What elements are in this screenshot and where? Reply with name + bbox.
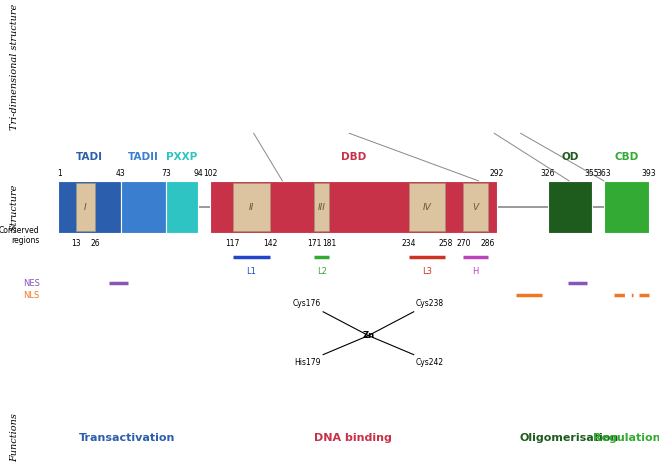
Text: 393: 393 xyxy=(642,169,656,178)
Text: 13: 13 xyxy=(71,239,80,248)
Bar xyxy=(57,181,121,233)
Text: OD: OD xyxy=(561,152,579,162)
Text: TADI: TADI xyxy=(76,152,103,162)
Text: Regulation: Regulation xyxy=(592,433,659,443)
Text: Cys238: Cys238 xyxy=(416,299,444,308)
Text: 258: 258 xyxy=(438,239,453,248)
Text: 1: 1 xyxy=(57,169,62,178)
Bar xyxy=(121,181,166,233)
Bar xyxy=(76,183,96,231)
Text: L3: L3 xyxy=(422,267,432,276)
Text: DBD: DBD xyxy=(341,152,366,162)
Text: L1: L1 xyxy=(246,267,256,276)
Text: IV: IV xyxy=(423,203,432,211)
Text: DNA binding: DNA binding xyxy=(314,433,392,443)
Bar xyxy=(166,181,198,233)
Text: 270: 270 xyxy=(456,239,471,248)
Text: TADII: TADII xyxy=(128,152,159,162)
Text: 26: 26 xyxy=(90,239,100,248)
Text: Cys242: Cys242 xyxy=(416,358,444,367)
Text: His179: His179 xyxy=(295,358,321,367)
Bar xyxy=(210,181,497,233)
Text: Tri-dimensional structure: Tri-dimensional structure xyxy=(10,3,19,130)
Text: 355: 355 xyxy=(585,169,599,178)
Text: Structure: Structure xyxy=(10,183,19,231)
Text: II: II xyxy=(249,203,254,211)
Text: V: V xyxy=(473,203,478,211)
Text: Transactivation: Transactivation xyxy=(79,433,175,443)
Bar xyxy=(314,183,330,231)
Text: 102: 102 xyxy=(203,169,217,178)
Text: 181: 181 xyxy=(322,239,336,248)
Text: Zn: Zn xyxy=(362,331,374,340)
Text: 171: 171 xyxy=(307,239,322,248)
Text: Cys176: Cys176 xyxy=(293,299,321,308)
Bar xyxy=(233,183,270,231)
Text: 326: 326 xyxy=(541,169,556,178)
Bar xyxy=(463,183,488,231)
Bar xyxy=(604,181,649,233)
Text: 117: 117 xyxy=(225,239,240,248)
Text: 292: 292 xyxy=(490,169,504,178)
Text: 43: 43 xyxy=(116,169,126,178)
Text: NES: NES xyxy=(22,279,40,288)
Text: CBD: CBD xyxy=(614,152,639,162)
Text: 234: 234 xyxy=(402,239,416,248)
Text: Conserved
regions: Conserved regions xyxy=(0,226,40,245)
Bar xyxy=(548,181,592,233)
Text: 142: 142 xyxy=(263,239,277,248)
Text: I: I xyxy=(84,203,87,211)
Text: Functions: Functions xyxy=(10,414,19,462)
Text: L2: L2 xyxy=(317,267,327,276)
Text: 94: 94 xyxy=(193,169,203,178)
Text: Oligomerisation: Oligomerisation xyxy=(519,433,619,443)
Text: 286: 286 xyxy=(480,239,495,248)
Text: H: H xyxy=(473,267,478,276)
Text: NLS: NLS xyxy=(23,291,40,299)
Bar xyxy=(409,183,445,231)
Text: 363: 363 xyxy=(596,169,611,178)
Text: III: III xyxy=(318,203,326,211)
Text: PXXP: PXXP xyxy=(167,152,198,162)
Text: 73: 73 xyxy=(161,169,171,178)
